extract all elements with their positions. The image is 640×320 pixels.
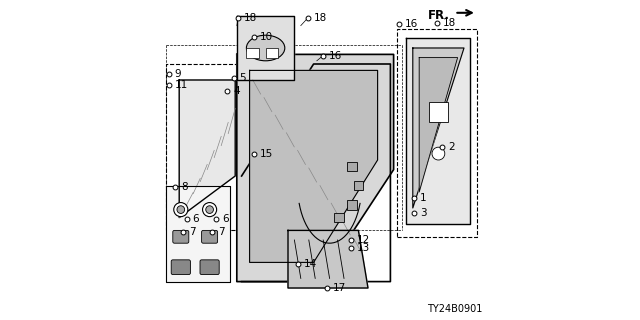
Text: 5: 5: [239, 73, 246, 84]
Bar: [429, 102, 448, 122]
Bar: [397, 29, 477, 237]
Circle shape: [177, 206, 185, 213]
Bar: [354, 181, 364, 190]
Text: 16: 16: [405, 19, 419, 29]
Bar: [166, 64, 237, 230]
Polygon shape: [237, 16, 294, 80]
Text: FR.: FR.: [428, 9, 450, 22]
Text: 11: 11: [175, 80, 188, 90]
Text: 12: 12: [356, 235, 370, 245]
Text: 7: 7: [218, 227, 225, 237]
Text: 3: 3: [420, 208, 427, 218]
Text: 18: 18: [314, 12, 327, 23]
Bar: [246, 48, 259, 58]
FancyBboxPatch shape: [200, 260, 219, 275]
Text: 7: 7: [189, 227, 196, 237]
Bar: [347, 162, 357, 171]
Polygon shape: [406, 38, 470, 224]
Text: 10: 10: [260, 32, 273, 42]
Text: 18: 18: [443, 18, 456, 28]
Polygon shape: [179, 80, 236, 218]
Circle shape: [432, 147, 445, 160]
Text: 17: 17: [333, 283, 346, 293]
Text: 6: 6: [192, 214, 199, 224]
Circle shape: [202, 203, 216, 217]
Polygon shape: [413, 48, 464, 208]
Polygon shape: [288, 230, 368, 288]
Text: 8: 8: [181, 182, 188, 192]
Text: 1: 1: [420, 193, 427, 204]
Text: 16: 16: [328, 51, 342, 61]
FancyBboxPatch shape: [202, 230, 218, 243]
Polygon shape: [237, 54, 394, 282]
Text: 6: 6: [222, 214, 228, 224]
Ellipse shape: [246, 35, 285, 61]
Text: 18: 18: [244, 12, 257, 23]
Polygon shape: [166, 186, 230, 282]
Text: 4: 4: [233, 86, 239, 96]
FancyBboxPatch shape: [173, 230, 189, 243]
Text: 2: 2: [448, 142, 454, 152]
Bar: [334, 213, 344, 222]
Bar: [347, 200, 357, 210]
Text: TY24B0901: TY24B0901: [427, 304, 482, 314]
Polygon shape: [419, 58, 458, 192]
Circle shape: [174, 203, 188, 217]
Text: 9: 9: [175, 68, 181, 79]
Polygon shape: [250, 70, 378, 262]
Text: 14: 14: [303, 259, 317, 269]
Text: 13: 13: [356, 243, 370, 253]
FancyBboxPatch shape: [172, 260, 191, 275]
Circle shape: [206, 206, 214, 213]
Bar: [266, 48, 278, 58]
Text: 15: 15: [260, 148, 273, 159]
